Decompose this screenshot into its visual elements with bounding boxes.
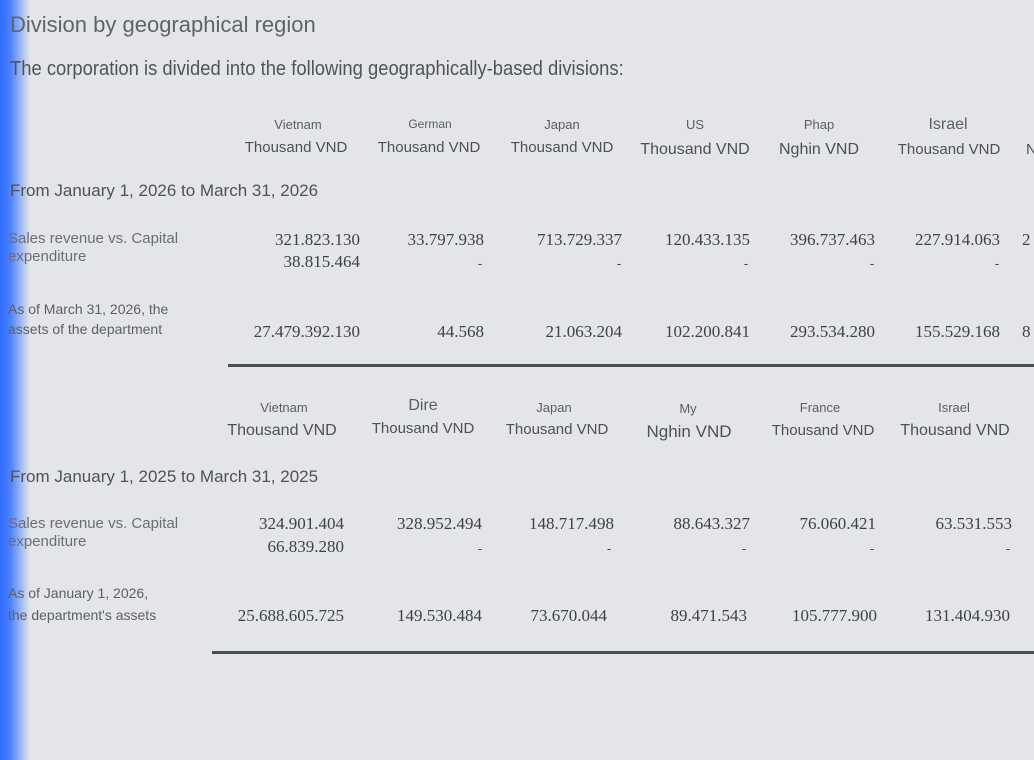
column-unit: Nghin VND	[646, 422, 732, 441]
cell-value: 293.534.280	[790, 322, 875, 341]
column-unit: Thousand VND	[771, 422, 875, 439]
intro-text: The corporation is divided into the foll…	[10, 58, 624, 80]
cell-value: 321.823.130	[275, 230, 360, 249]
column-country: Phap	[803, 117, 835, 132]
cell-value: 8	[1022, 322, 1031, 341]
cell-value: 328.952.494	[397, 514, 482, 533]
cell-value: 148.717.498	[529, 514, 614, 533]
assets-row-label: the department's assets	[8, 607, 157, 623]
cell-value: 713.729.337	[537, 230, 622, 249]
column-unit: Thousand VND	[897, 141, 1001, 158]
cell-value: 38.815.464	[283, 252, 361, 271]
cell-value: -	[869, 256, 875, 271]
revenue-row-label: Sales revenue vs. Capital expenditure	[8, 230, 179, 265]
cell-value: 155.529.168	[915, 322, 1000, 341]
column-unit: N	[1026, 141, 1034, 158]
cell-value: 33.797.938	[407, 230, 485, 249]
column-country: Japan	[544, 117, 580, 132]
cell-value: 27.479.392.130	[253, 322, 360, 341]
cell-value: 120.433.135	[665, 230, 750, 249]
column-unit: Thousand VND	[244, 139, 348, 156]
column-unit: Thousand VND	[371, 420, 475, 437]
column-unit: Thousand VND	[640, 141, 750, 158]
cell-value: -	[869, 541, 875, 556]
column-country: Vietnam	[260, 400, 308, 415]
column-unit: Thousand VND	[227, 422, 337, 439]
left-edge-highlight	[0, 0, 30, 760]
column-unit: Thousand VND	[900, 422, 1010, 439]
cell-value: 227.914.063	[915, 230, 1000, 249]
assets-row-label: assets of the department	[8, 321, 163, 337]
period-label: From January 1, 2026 to March 31, 2026	[10, 181, 319, 200]
cell-value: 76.060.421	[799, 514, 877, 533]
column-country: Israel	[938, 400, 970, 415]
cell-value: 44.568	[437, 322, 484, 341]
column-country: Vietnam	[274, 117, 322, 132]
cell-value: 102.200.841	[665, 322, 750, 341]
section-heading: Division by geographical region	[10, 12, 316, 37]
column-unit: Thousand VND	[505, 421, 609, 438]
column-country: German	[408, 117, 452, 131]
cell-value: 324.901.404	[259, 514, 344, 533]
column-country: Japan	[536, 400, 572, 415]
cell-value: 396.737.463	[790, 230, 875, 249]
cell-value: -	[994, 256, 1000, 271]
section-divider	[212, 651, 1034, 654]
revenue-row-label: Sales revenue vs. Capital expenditure	[8, 515, 179, 550]
column-unit: Nghin VND	[778, 141, 860, 158]
column-country: Israel	[928, 116, 968, 133]
cell-value: 63.531.553	[935, 514, 1013, 533]
cell-value: 89.471.543	[670, 606, 748, 625]
cell-value: -	[477, 256, 483, 271]
cell-value: 25.688.605.725	[237, 606, 344, 625]
cell-value: 105.777.900	[792, 606, 877, 625]
cell-value: 131.404.930	[925, 606, 1010, 625]
column-unit: Thousand VND	[510, 139, 614, 156]
cell-value: -	[741, 541, 747, 556]
cell-value: 149.530.484	[397, 606, 482, 625]
assets-row-label: As of January 1, 2026,	[8, 585, 149, 601]
period-label: From January 1, 2025 to March 31, 2025	[10, 467, 319, 486]
cell-value: -	[606, 541, 612, 556]
column-country: US	[685, 117, 705, 132]
cell-value: -	[616, 256, 622, 271]
cell-value: 21.063.204	[545, 322, 623, 341]
cell-value: -	[1005, 541, 1011, 556]
cell-value: 73.670.044	[530, 606, 608, 625]
cell-value: -	[743, 256, 749, 271]
column-country: France	[799, 400, 841, 415]
cell-value: 2	[1022, 230, 1031, 249]
column-country: Dire	[408, 397, 438, 414]
cell-value: -	[477, 541, 483, 556]
section-divider	[228, 364, 1034, 367]
assets-row-label: As of March 31, 2026, the	[8, 301, 169, 317]
cell-value: 88.643.327	[673, 514, 751, 533]
cell-value: 66.839.280	[267, 537, 345, 556]
column-country: My	[679, 401, 697, 416]
column-unit: Thousand VND	[377, 139, 481, 156]
